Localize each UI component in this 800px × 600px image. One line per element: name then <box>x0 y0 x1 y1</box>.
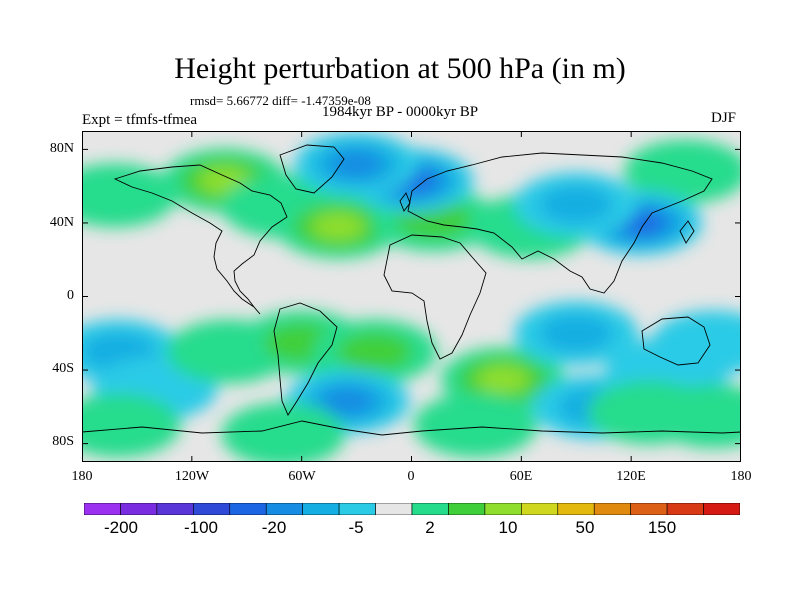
colorbar-swatch-10 <box>411 503 449 515</box>
anomaly-region-26 <box>221 402 346 462</box>
lat-label-equator: 0 <box>67 288 74 303</box>
colorbar-label-minus100: -100 <box>183 518 219 537</box>
eurasia-coastline <box>407 152 713 294</box>
anomaly-region-3 <box>276 194 401 259</box>
colorbar-swatch-8 <box>338 503 376 515</box>
colorbar-swatch-3 <box>156 503 194 515</box>
colorbar <box>84 503 740 515</box>
british-isles-coastline <box>399 192 411 212</box>
colorbar-swatch-14 <box>557 503 595 515</box>
colorbar-swatch-4 <box>193 503 231 515</box>
anomaly-region-25 <box>82 393 181 458</box>
antarctica-coastline <box>82 420 741 436</box>
anomaly-fields <box>82 132 741 462</box>
colorbar-swatch-5 <box>229 503 267 515</box>
season-label: DJF <box>711 110 737 126</box>
colorbar-swatch-17 <box>666 503 704 515</box>
colorbar-swatch-1 <box>84 503 121 515</box>
map-title: Height perturbation at 500 hPa (in m) <box>174 52 626 85</box>
colorbar-swatch-18 <box>703 503 740 515</box>
greenland-coastline <box>279 144 345 194</box>
colorbar-label-minus20: -20 <box>261 518 287 537</box>
anomaly-region-24 <box>651 384 741 449</box>
anomaly-region-27 <box>413 393 538 458</box>
colorbar-swatch-16 <box>630 503 668 515</box>
anomaly-region-6 <box>624 139 741 204</box>
colorbar-label-150: 150 <box>647 518 677 537</box>
time-period-label: 1984kyr BP - 0000kyr BP <box>322 104 479 120</box>
lon-label-120w: 120W <box>174 469 210 484</box>
colorbar-label-10: 10 <box>498 518 518 537</box>
lon-label-180w: 180 <box>71 469 93 484</box>
north-america-coastline <box>113 164 288 315</box>
colorbar-swatch-6 <box>265 503 303 515</box>
anomaly-region-20 <box>651 310 741 375</box>
anomaly-region-16 <box>312 319 437 384</box>
lon-label-0: 0 <box>407 469 415 484</box>
experiment-label: Expt = tfmfs-tfmea <box>82 112 198 128</box>
anomaly-region-7 <box>82 163 177 228</box>
colorbar-swatch-13 <box>521 503 559 515</box>
lon-label-180e: 180 <box>730 469 752 484</box>
coastlines <box>82 144 741 436</box>
africa-coastline <box>383 234 487 360</box>
lat-label-80s: 80S <box>52 434 74 449</box>
colorbar-label-2: 2 <box>425 518 435 537</box>
lat-label-80n: 80N <box>49 141 74 156</box>
anomaly-region-11 <box>514 172 639 237</box>
colorbar-swatch-12 <box>484 503 522 515</box>
colorbar-label-minus200: -200 <box>103 518 139 537</box>
colorbar-label-50: 50 <box>575 518 595 537</box>
lat-label-40n: 40N <box>49 215 74 230</box>
colorbar-swatch-9 <box>375 503 413 515</box>
australia-coastline <box>641 316 711 366</box>
lon-label-120e: 120E <box>616 469 646 484</box>
lon-label-60e: 60E <box>509 469 533 484</box>
anomaly-map <box>82 131 741 462</box>
colorbar-swatch-7 <box>302 503 340 515</box>
axis-ticks <box>82 131 741 462</box>
lon-label-60w: 60W <box>288 469 316 484</box>
japan-coastline <box>679 220 695 244</box>
anomaly-region-18 <box>514 301 639 366</box>
south-america-coastline <box>273 302 338 416</box>
colorbar-swatch-15 <box>593 503 631 515</box>
colorbar-swatch-11 <box>448 503 486 515</box>
anomaly-region-9 <box>294 132 419 197</box>
rmsd-stats: rmsd= 5.66772 diff= -1.47359e-08 <box>190 93 371 108</box>
lat-label-40s: 40S <box>52 361 74 376</box>
colorbar-label-minus5: -5 <box>348 518 364 537</box>
colorbar-swatch-2 <box>120 503 158 515</box>
